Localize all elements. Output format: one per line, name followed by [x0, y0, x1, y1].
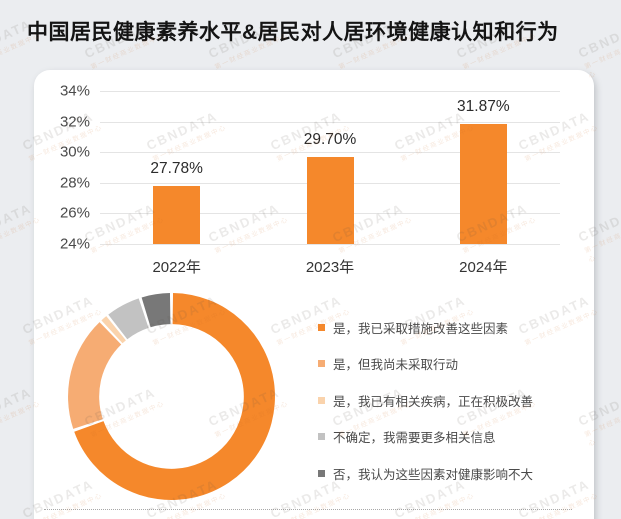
legend-label: 否，我认为这些因素对健康影响不大	[333, 467, 534, 482]
legend-label: 不确定，我需要更多相关信息	[333, 431, 496, 446]
y-axis-tick-label: 32%	[59, 113, 90, 131]
y-axis-tick-label: 34%	[59, 82, 90, 100]
legend-item: 否，我认为这些因素对健康影响不大	[318, 455, 590, 492]
donut-svg	[68, 293, 275, 500]
legend-swatch	[318, 360, 325, 368]
y-axis-tick-label: 28%	[59, 174, 90, 192]
x-axis-tick-label: 2024年	[459, 259, 508, 276]
donut-segment	[101, 316, 126, 344]
bar-value-label: 31.87%	[457, 97, 510, 115]
bar: 27.78%	[150, 160, 203, 244]
donut-segment	[74, 293, 275, 500]
donut-segment	[68, 322, 122, 429]
bar-chart-plot: 27.78% 2022年 29.70% 2023年 31.87% 2024年	[100, 91, 560, 276]
watermark-text: CBNDATA	[575, 16, 621, 61]
donut-segment	[141, 293, 171, 328]
watermark-text: CBNDATA	[0, 384, 35, 430]
bar: 29.70%	[304, 131, 356, 244]
legend-swatch	[318, 396, 325, 404]
legend-item: 不确定，我需要更多相关信息	[318, 419, 590, 456]
page-title: 中国居民健康素养水平&居民对人居环境健康认知和行为	[27, 21, 559, 44]
y-axis-tick-label: 24%	[59, 235, 90, 253]
dotted-divider	[44, 509, 572, 510]
chart-card: 34% 32% 30% 28% 26% 24% 27.78% 2022年 29.70% 2023…	[34, 70, 594, 519]
x-axis-tick-label: 2023年	[305, 259, 355, 276]
watermark-subtext: 第一财经商业数据中心	[583, 35, 621, 80]
y-axis-tick-label: 26%	[59, 204, 90, 222]
bar: 31.87%	[457, 98, 510, 244]
y-axis-tick-label: 30%	[59, 143, 90, 161]
bar-value-label: 29.70%	[303, 130, 357, 148]
x-axis-tick-label: 2022年	[152, 259, 201, 276]
legend-label: 是，我已采取措施改善这些因素	[333, 321, 509, 336]
legend-label: 是，但我尚未采取行动	[333, 358, 459, 373]
legend-label: 是，我已有相关疾病，正在积极改善	[333, 394, 534, 409]
bar-chart-y-axis: 34% 32% 30% 28% 26% 24%	[38, 83, 90, 253]
legend-item: 是，我已有相关疾病，正在积极改善	[318, 382, 590, 419]
legend-item: 是，但我尚未采取行动	[318, 346, 590, 383]
donut-segment	[108, 298, 149, 340]
gridline	[100, 121, 560, 123]
legend-item: 是，我已采取措施改善这些因素	[318, 309, 590, 346]
gridline	[100, 244, 560, 245]
legend-swatch	[318, 433, 325, 441]
watermark-text: CBNDATA	[0, 200, 35, 246]
legend-swatch	[318, 469, 325, 477]
bar-value-label: 27.78%	[150, 160, 203, 178]
gridline	[100, 152, 560, 154]
gridline	[100, 91, 560, 92]
legend-swatch	[318, 323, 325, 331]
donut-chart	[61, 286, 282, 507]
donut-legend: 是，我已采取措施改善这些因素 是，但我尚未采取行动是，我已有相关疾病，正在积极改善…	[318, 309, 590, 492]
